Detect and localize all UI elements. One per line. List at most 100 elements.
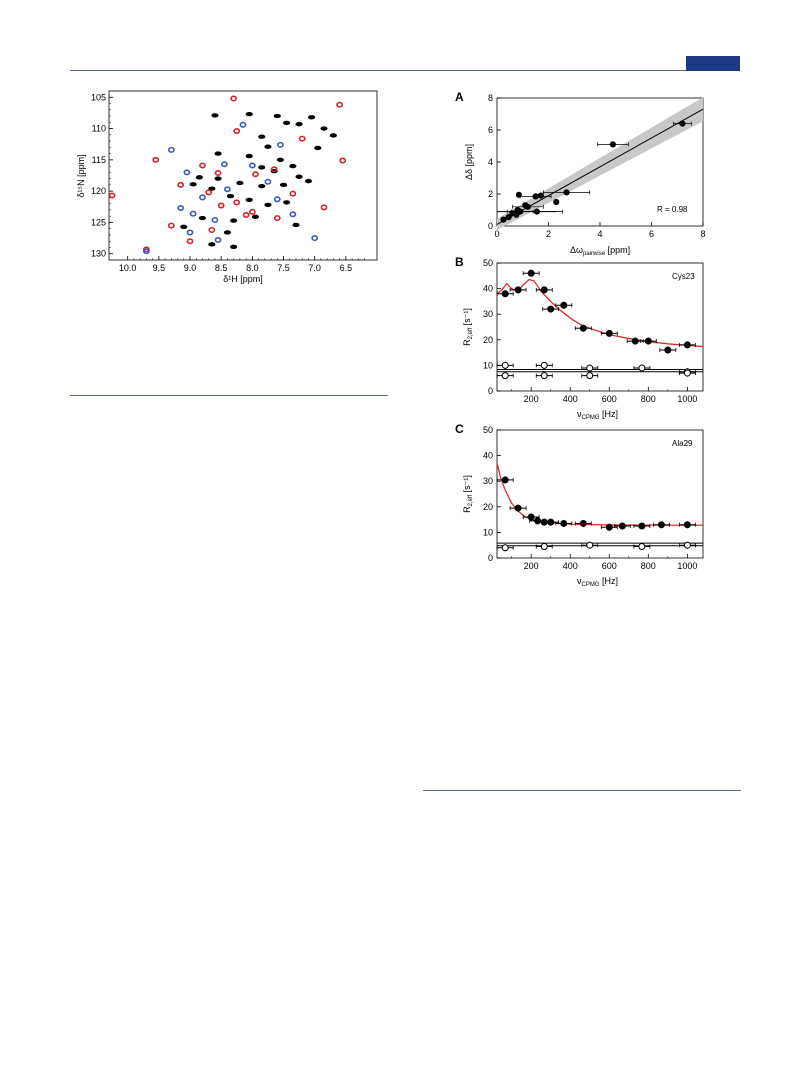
panel-b-data-point [527,269,535,277]
hsqc-x-tick-label: 9.0 [184,263,197,273]
hsqc-peak [289,211,297,218]
panel-b-y-label-unit: [s⁻¹] [462,308,472,328]
hsqc-peak [245,153,253,159]
panel-c-x-axis-label: νCPMG [Hz] [577,576,618,588]
panel-b-hollow-point [540,372,548,380]
panel-a-data-point [500,216,507,223]
hsqc-x-axis-label: δ¹H [ppm] [223,274,263,284]
hsqc-peak [186,229,194,236]
hsqc-peak [226,193,235,199]
hsqc-peak [199,162,206,169]
hsqc-peak [167,222,175,229]
hsqc-peak [276,141,284,148]
panel-a-data-point [563,189,570,196]
hsqc-peak [177,205,185,212]
panel-a-x-label-unit: [ppm] [605,245,630,255]
panel-c-data-point [560,519,568,527]
panel-c-data-point [534,517,542,525]
hsqc-peak [258,165,266,170]
hsqc-peak [198,215,207,221]
hsqc-peak [214,151,222,156]
panel-a-data-point [537,192,544,199]
panel-a-data-point [524,203,532,210]
hsqc-peak [183,169,191,176]
panel-c-hollow-point [540,542,548,550]
panel-c-y-tick-label: 30 [483,476,493,486]
panel-b-hollow-point [586,364,594,372]
panel-a-y-tick-label: 8 [488,93,493,103]
hsqc-y-tick-label: 125 [91,217,106,227]
panel-a-x-tick-label: 2 [546,229,551,239]
panel-a-fit-line [496,108,704,225]
panel-b-data-point [605,329,613,337]
hsqc-peak [189,210,197,217]
panel-b-x-tick-label: 1000 [677,394,697,404]
panel-c-x-tick-label: 800 [641,561,656,571]
hsqc-peak [108,192,116,199]
hsqc-y-tick-label: 130 [91,249,106,259]
panel-c-x-tick-label: 400 [563,561,578,571]
hsqc-peak [292,222,300,228]
hsqc-peak [245,197,253,203]
panel-b-x-label-main: ν [577,409,582,419]
panel-a-y-axis-label: Δδ [ppm] [464,144,474,180]
hsqc-peak [258,134,266,139]
hsqc-peak [180,224,188,230]
hsqc-peak [320,126,328,131]
panel-c-data-point [638,522,646,530]
panel-a-x-tick-label: 6 [649,229,654,239]
hsqc-peak [208,186,216,191]
hsqc-peak [248,208,256,215]
hsqc-peak [339,157,347,164]
panel-a-label: A [455,90,464,104]
panel-c-residue-label: Ala29 [672,439,693,448]
hsqc-peak [276,157,284,163]
panel-b-y-tick-label: 0 [488,386,493,396]
panel-c-y-label-main: R [462,506,472,513]
panel-a-data-point [532,193,539,200]
hsqc-peak [264,178,272,185]
hsqc-peak [208,226,216,233]
panel-b-y-tick-label: 40 [483,284,493,294]
panel-a-x-axis-label: Δωpairwise [ppm] [570,245,630,257]
panel-c-data-point [547,518,555,526]
hsqc-x-tick-label: 7.0 [308,263,321,273]
hsqc-peak [224,186,231,193]
hsqc-y-axis-label: δ¹⁵N [ppm] [76,154,86,197]
hsqc-peak [208,242,216,247]
hsqc-peak [199,194,206,201]
hsqc-peak [273,113,281,119]
panel-a-y-tick-label: 0 [488,221,493,231]
hsqc-peak [248,162,256,169]
hsqc-peak [242,211,250,218]
hsqc-peak [205,189,213,196]
hsqc-peak [186,238,194,245]
panel-a-x-tick-label: 4 [597,229,602,239]
hsqc-peak [211,216,219,223]
panel-b-y-label-main: R [462,339,472,346]
panel-a-y-tick-label: 6 [488,125,493,135]
panel-a-y-tick-label: 2 [488,189,493,199]
panel-c-y-label-sub: 2,eff [468,495,474,507]
hsqc-peak [214,176,222,181]
hsqc-y-tick-label: 105 [91,92,106,102]
caption-divider-left [70,395,388,396]
panel-c-y-tick-label: 20 [483,502,493,512]
hsqc-peak [195,175,203,180]
panel-c-y-tick-label: 10 [483,527,493,537]
hsqc-peak [304,178,313,184]
hsqc-x-tick-label: 8.5 [215,263,228,273]
hsqc-peak [214,236,222,243]
panel-c-data-point [618,522,626,530]
panel-c-data-point [579,519,587,527]
panel-b-data-point [683,341,691,349]
hsqc-peak [220,161,228,168]
panel-b-hollow-point [586,372,594,380]
panel-b-y-label-sub: 2,eff [468,328,474,340]
panel-b-hollow-point [540,361,548,369]
hsqc-y-tick-label: 115 [92,155,106,165]
panel-c-hollow-point [586,541,594,549]
hsqc-peak [336,101,344,108]
hsqc-peak [264,202,272,208]
